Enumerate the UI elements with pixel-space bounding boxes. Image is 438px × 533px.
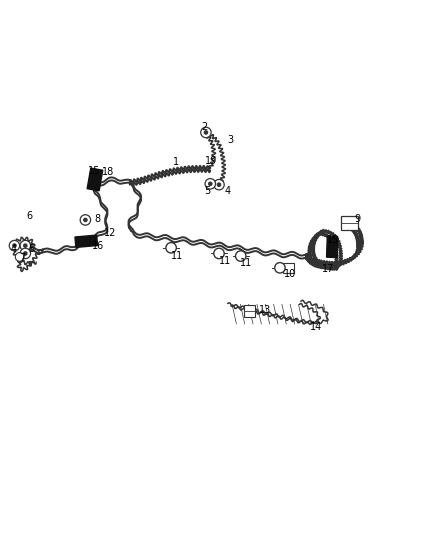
Circle shape: [24, 252, 27, 255]
Text: 12: 12: [104, 228, 116, 238]
Circle shape: [80, 215, 91, 225]
Polygon shape: [327, 236, 338, 257]
Text: 15: 15: [327, 236, 339, 245]
Text: 18: 18: [102, 167, 114, 176]
Text: 8: 8: [94, 214, 100, 224]
Polygon shape: [87, 168, 103, 191]
Text: 1: 1: [173, 157, 180, 167]
Circle shape: [208, 182, 212, 185]
Text: 2: 2: [201, 122, 208, 132]
Circle shape: [13, 244, 16, 247]
Text: 6: 6: [27, 212, 33, 221]
Text: 4: 4: [225, 186, 231, 196]
Circle shape: [201, 127, 211, 138]
Circle shape: [204, 131, 208, 134]
Text: 16: 16: [92, 240, 104, 251]
Text: 13: 13: [259, 305, 271, 315]
Circle shape: [275, 263, 285, 273]
Circle shape: [24, 244, 27, 247]
Circle shape: [9, 240, 20, 251]
Text: 14: 14: [311, 322, 323, 333]
FancyBboxPatch shape: [283, 263, 294, 273]
Text: 3: 3: [228, 135, 234, 146]
Circle shape: [236, 251, 246, 261]
Text: 19: 19: [205, 156, 217, 166]
Text: 11: 11: [240, 259, 252, 269]
Circle shape: [214, 180, 224, 190]
Text: 11: 11: [219, 256, 231, 266]
FancyBboxPatch shape: [244, 305, 254, 317]
Circle shape: [166, 243, 177, 253]
Circle shape: [20, 240, 31, 251]
Circle shape: [15, 253, 24, 261]
Text: 5: 5: [28, 244, 35, 254]
Text: 9: 9: [355, 214, 361, 224]
Text: 7: 7: [19, 253, 25, 263]
Circle shape: [214, 248, 224, 259]
Text: 4: 4: [10, 244, 16, 254]
Text: 15: 15: [88, 166, 101, 176]
Circle shape: [217, 183, 221, 187]
Text: 17: 17: [322, 264, 335, 273]
Text: 10: 10: [284, 269, 297, 279]
Circle shape: [84, 218, 87, 222]
Text: 5: 5: [204, 186, 210, 196]
FancyBboxPatch shape: [341, 216, 358, 230]
Text: 11: 11: [171, 252, 184, 262]
Polygon shape: [75, 235, 98, 247]
Circle shape: [20, 248, 31, 259]
Circle shape: [205, 179, 215, 189]
